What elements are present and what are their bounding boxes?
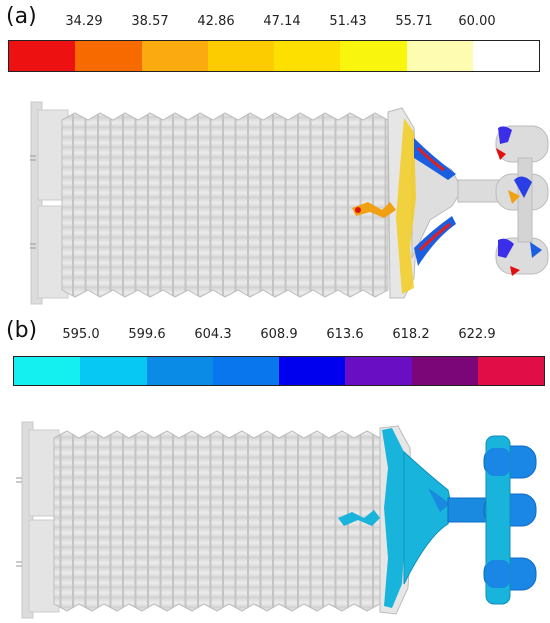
panel-a-tick: 60.00 [458, 14, 496, 29]
panel-b-render [16, 421, 537, 619]
colorbar-cell [9, 41, 76, 71]
colorbar-cell [411, 357, 478, 385]
panel-b-tick: 608.9 [260, 327, 298, 342]
colorbar-cell [14, 357, 81, 385]
panel-a-tick: 42.86 [197, 14, 235, 29]
panel-b-tick: 622.9 [458, 327, 496, 342]
panel-a-colorbar [8, 40, 540, 72]
panel-a-ticks: 34.29 38.57 42.86 47.14 51.43 55.71 60.0… [0, 14, 550, 32]
panel-a-tick: 47.14 [263, 14, 301, 29]
panel-b-tick: 618.2 [392, 327, 430, 342]
colorbar-cell [274, 41, 341, 71]
panel-a-tick: 55.71 [395, 14, 433, 29]
panel-b-tick: 599.6 [128, 327, 166, 342]
colorbar-cell [406, 41, 473, 71]
panel-b-label: (b) [6, 318, 38, 343]
panel-a-tick: 34.29 [65, 14, 103, 29]
connector-blocks [495, 125, 549, 276]
panel-a-tick: 38.57 [131, 14, 169, 29]
colorbar-cell [146, 357, 213, 385]
colorbar-cell [212, 357, 279, 385]
connector-blocks [483, 435, 537, 605]
colorbar-cell [75, 41, 142, 71]
panel-b-tick: 613.6 [326, 327, 364, 342]
colorbar-cell [340, 41, 407, 71]
hot-spots [352, 118, 456, 294]
bellows-body [53, 430, 381, 612]
colorbar-cell [345, 357, 412, 385]
panel-b-ticks: 595.0 599.6 604.3 608.9 613.6 618.2 622.… [0, 327, 550, 345]
panel-b-tick: 604.3 [194, 327, 232, 342]
panel-b-tick: 595.0 [62, 327, 100, 342]
colorbar-cell [477, 357, 544, 385]
panel-b-colorbar [13, 356, 545, 386]
colorbar-cell [279, 357, 346, 385]
colorbar-cell [141, 41, 208, 71]
panel-a-label: (a) [6, 4, 37, 29]
colorbar-cell [207, 41, 274, 71]
left-flange [16, 421, 60, 619]
bellows-body [61, 112, 389, 298]
colorbar-cell [472, 41, 539, 71]
panel-a-render [30, 101, 549, 305]
panel-a-tick: 51.43 [329, 14, 367, 29]
colorbar-cell [80, 357, 147, 385]
